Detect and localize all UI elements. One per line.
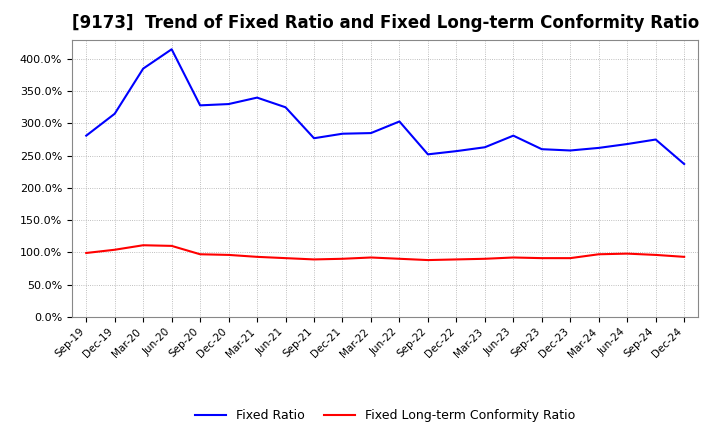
Fixed Ratio	[282, 105, 290, 110]
Fixed Ratio	[652, 137, 660, 142]
Fixed Ratio	[110, 111, 119, 116]
Title: [9173]  Trend of Fixed Ratio and Fixed Long-term Conformity Ratio: [9173] Trend of Fixed Ratio and Fixed Lo…	[71, 15, 699, 33]
Fixed Long-term Conformity Ratio	[82, 250, 91, 256]
Fixed Ratio	[167, 47, 176, 52]
Fixed Ratio	[338, 131, 347, 136]
Fixed Ratio	[423, 152, 432, 157]
Fixed Ratio	[509, 133, 518, 138]
Fixed Long-term Conformity Ratio	[253, 254, 261, 260]
Fixed Long-term Conformity Ratio	[338, 256, 347, 261]
Line: Fixed Ratio: Fixed Ratio	[86, 49, 684, 164]
Fixed Long-term Conformity Ratio	[537, 256, 546, 261]
Fixed Ratio	[366, 130, 375, 136]
Fixed Long-term Conformity Ratio	[652, 252, 660, 257]
Fixed Ratio	[623, 141, 631, 147]
Fixed Ratio	[452, 148, 461, 154]
Fixed Long-term Conformity Ratio	[395, 256, 404, 261]
Fixed Ratio	[537, 147, 546, 152]
Fixed Long-term Conformity Ratio	[423, 257, 432, 263]
Fixed Long-term Conformity Ratio	[310, 257, 318, 262]
Fixed Long-term Conformity Ratio	[366, 255, 375, 260]
Fixed Long-term Conformity Ratio	[225, 252, 233, 257]
Fixed Long-term Conformity Ratio	[452, 257, 461, 262]
Fixed Long-term Conformity Ratio	[282, 256, 290, 261]
Fixed Ratio	[395, 119, 404, 124]
Fixed Long-term Conformity Ratio	[167, 243, 176, 249]
Fixed Long-term Conformity Ratio	[595, 252, 603, 257]
Fixed Ratio	[253, 95, 261, 100]
Fixed Long-term Conformity Ratio	[480, 256, 489, 261]
Fixed Long-term Conformity Ratio	[566, 256, 575, 261]
Fixed Ratio	[480, 145, 489, 150]
Fixed Ratio	[139, 66, 148, 71]
Fixed Long-term Conformity Ratio	[680, 254, 688, 260]
Fixed Long-term Conformity Ratio	[623, 251, 631, 256]
Line: Fixed Long-term Conformity Ratio: Fixed Long-term Conformity Ratio	[86, 245, 684, 260]
Fixed Long-term Conformity Ratio	[110, 247, 119, 253]
Fixed Long-term Conformity Ratio	[509, 255, 518, 260]
Fixed Long-term Conformity Ratio	[139, 242, 148, 248]
Fixed Ratio	[82, 133, 91, 138]
Fixed Ratio	[310, 136, 318, 141]
Fixed Ratio	[680, 161, 688, 167]
Fixed Ratio	[196, 103, 204, 108]
Fixed Long-term Conformity Ratio	[196, 252, 204, 257]
Legend: Fixed Ratio, Fixed Long-term Conformity Ratio: Fixed Ratio, Fixed Long-term Conformity …	[190, 404, 580, 427]
Fixed Ratio	[566, 148, 575, 153]
Fixed Ratio	[225, 102, 233, 107]
Fixed Ratio	[595, 145, 603, 150]
